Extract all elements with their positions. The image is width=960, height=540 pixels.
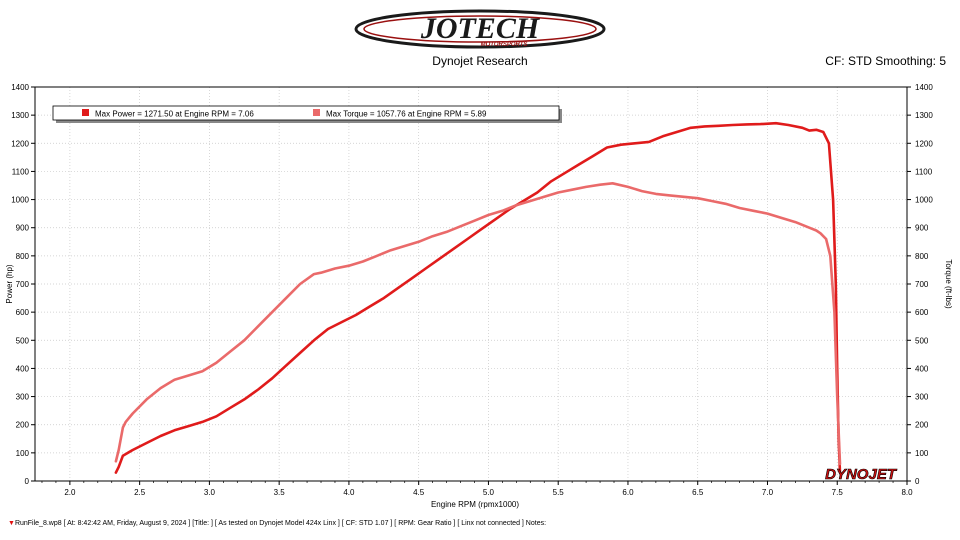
- y-tick-label-right: 1200: [915, 139, 933, 148]
- y-tick-label-left: 800: [16, 252, 30, 261]
- x-tick-label: 4.5: [413, 488, 425, 497]
- y-tick-label-right: 700: [915, 280, 929, 289]
- y-tick-label-left: 400: [16, 364, 30, 373]
- y-tick-label-left: 600: [16, 308, 30, 317]
- torque-series-line: [114, 182, 842, 466]
- chart-grid: [35, 87, 907, 481]
- y-axis-right-ticks: 0 100 200 300 400 500 600 700 800 900 1000 1100 1200…: [907, 83, 933, 486]
- y-axis-left-ticks: 0 100 200 300 400 500 600 700 800 900 1000 1100 1200…: [11, 83, 35, 486]
- x-tick-label: 8.0: [901, 488, 913, 497]
- y-tick-label-right: 300: [915, 393, 929, 402]
- x-tick-label: 3.0: [204, 488, 216, 497]
- y-tick-label-left: 1100: [12, 167, 30, 176]
- chart-subtitle: Dynojet Research: [432, 54, 528, 68]
- dynojet-watermark: DYNOJET: [825, 466, 898, 483]
- x-axis-ticks: 2.0 2.5 3.0 3.5 4.0 4.5 5.0 5.5 6.0 6.5 7.0 7.5 8.0: [41, 481, 913, 497]
- y-tick-label-left: 0: [25, 477, 30, 486]
- x-tick-label: 4.0: [343, 488, 355, 497]
- y-tick-label-left: 1000: [11, 196, 29, 205]
- x-tick-label: 6.5: [692, 488, 704, 497]
- x-tick-label: 7.0: [762, 488, 774, 497]
- y-tick-label-left: 1400: [11, 83, 29, 92]
- y-tick-label-left: 100: [16, 449, 30, 458]
- x-tick-label: 3.5: [274, 488, 286, 497]
- y-tick-label-right: 500: [915, 336, 929, 345]
- cf-smoothing-info: CF: STD Smoothing: 5: [825, 54, 946, 68]
- y-tick-label-left: 700: [16, 280, 30, 289]
- run-file-footer: ▼RunFile_8.wp8 [ At: 8:42:42 AM, Friday,…: [8, 520, 546, 527]
- y-tick-label-right: 800: [915, 252, 929, 261]
- legend-torque-swatch: [313, 109, 320, 116]
- power-series-line: [114, 121, 842, 474]
- legend-power-swatch: [82, 109, 89, 116]
- y-tick-label-right: 1300: [915, 111, 933, 120]
- y-axis-right-label: Torque (ft-lbs): [944, 259, 953, 309]
- logo-sub-text: MOTORSPORTS: [481, 42, 528, 48]
- run-file-marker: ▼: [8, 520, 15, 527]
- legend-power-label: Max Power = 1271.50 at Engine RPM = 7.06: [95, 110, 254, 119]
- x-tick-label: 6.0: [622, 488, 634, 497]
- logo-main-text: JOTECH: [420, 12, 541, 45]
- y-tick-label-right: 1100: [915, 167, 933, 176]
- y-tick-label-left: 1200: [11, 139, 29, 148]
- y-tick-label-right: 0: [915, 477, 920, 486]
- series-lines: [114, 121, 842, 474]
- legend-box: [52, 105, 560, 121]
- y-tick-label-right: 1400: [915, 83, 933, 92]
- y-tick-label-left: 300: [16, 393, 30, 402]
- x-tick-label: 2.0: [64, 488, 76, 497]
- x-axis-label: Engine RPM (rpmx1000): [431, 500, 519, 509]
- y-tick-label-left: 1300: [11, 111, 29, 120]
- x-tick-label: 5.5: [553, 488, 565, 497]
- y-tick-label-left: 900: [16, 224, 30, 233]
- x-tick-label: 5.0: [483, 488, 495, 497]
- legend-torque-label: Max Torque = 1057.76 at Engine RPM = 5.8…: [326, 110, 487, 119]
- legend: Max Power = 1271.50 at Engine RPM = 7.06…: [52, 105, 562, 123]
- y-tick-label-right: 400: [915, 364, 929, 373]
- y-tick-label-right: 900: [915, 224, 929, 233]
- y-tick-label-right: 600: [915, 308, 929, 317]
- x-tick-label: 2.5: [134, 488, 146, 497]
- y-axis-left-label: Power (hp): [5, 264, 14, 303]
- y-tick-label-right: 1000: [915, 196, 933, 205]
- y-tick-label-left: 200: [16, 421, 30, 430]
- y-tick-label-right: 100: [915, 449, 929, 458]
- y-tick-label-left: 500: [16, 336, 30, 345]
- jotech-logo: JOTECH MOTORSPORTS: [354, 9, 606, 49]
- x-tick-label: 7.5: [832, 488, 844, 497]
- y-tick-label-right: 200: [915, 421, 929, 430]
- run-file-text: RunFile_8.wp8 [ At: 8:42:42 AM, Friday, …: [14, 520, 547, 527]
